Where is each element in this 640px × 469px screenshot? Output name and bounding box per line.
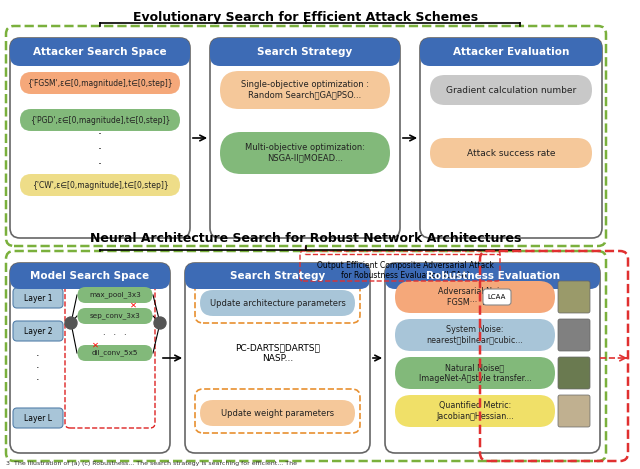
FancyBboxPatch shape bbox=[558, 357, 590, 389]
FancyBboxPatch shape bbox=[395, 319, 555, 351]
FancyBboxPatch shape bbox=[395, 281, 555, 313]
FancyBboxPatch shape bbox=[220, 71, 390, 109]
FancyBboxPatch shape bbox=[483, 289, 511, 305]
FancyBboxPatch shape bbox=[220, 132, 390, 174]
Text: Layer 1: Layer 1 bbox=[24, 294, 52, 303]
Text: Natural Noise：
ImageNet-A，style transfer...: Natural Noise： ImageNet-A，style transfer… bbox=[419, 363, 531, 383]
FancyBboxPatch shape bbox=[77, 345, 152, 361]
Text: Layer 2: Layer 2 bbox=[24, 326, 52, 335]
Text: Layer L: Layer L bbox=[24, 414, 52, 423]
FancyBboxPatch shape bbox=[395, 395, 555, 427]
FancyBboxPatch shape bbox=[430, 75, 592, 105]
Circle shape bbox=[154, 317, 166, 329]
Circle shape bbox=[65, 317, 77, 329]
FancyBboxPatch shape bbox=[13, 408, 63, 428]
FancyBboxPatch shape bbox=[385, 263, 600, 453]
FancyBboxPatch shape bbox=[420, 38, 602, 238]
Text: Multi-objective optimization:
NSGA-II，MOEAD...: Multi-objective optimization: NSGA-II，MO… bbox=[245, 144, 365, 163]
Text: dil_conv_5x5: dil_conv_5x5 bbox=[92, 349, 138, 356]
Text: ·
·
·: · · · bbox=[98, 129, 102, 172]
Text: {'PGD',ε∈[0,magnitude],t∈[0,step]}: {'PGD',ε∈[0,magnitude],t∈[0,step]} bbox=[30, 115, 170, 124]
FancyBboxPatch shape bbox=[558, 281, 590, 313]
Text: Search Strategy: Search Strategy bbox=[230, 271, 325, 281]
FancyBboxPatch shape bbox=[430, 138, 592, 168]
Text: ·
·
·: · · · bbox=[36, 351, 40, 385]
FancyBboxPatch shape bbox=[395, 357, 555, 389]
FancyBboxPatch shape bbox=[10, 38, 190, 66]
FancyBboxPatch shape bbox=[200, 290, 355, 316]
FancyBboxPatch shape bbox=[20, 174, 180, 196]
FancyBboxPatch shape bbox=[558, 395, 590, 427]
Text: ·   ·   ·: · · · bbox=[103, 331, 127, 340]
FancyBboxPatch shape bbox=[10, 38, 190, 238]
Text: Update weight parameters: Update weight parameters bbox=[221, 408, 334, 417]
Text: Single-objective optimization :
Random Search，GA，PSO...: Single-objective optimization : Random S… bbox=[241, 80, 369, 100]
Text: PC-DARTS，DARTS，
NASP...: PC-DARTS，DARTS， NASP... bbox=[235, 343, 320, 363]
Text: Model Search Space: Model Search Space bbox=[31, 271, 150, 281]
FancyBboxPatch shape bbox=[77, 308, 152, 324]
FancyBboxPatch shape bbox=[10, 263, 170, 289]
Text: Quantified Metric:
Jacobian，Hessian...: Quantified Metric: Jacobian，Hessian... bbox=[436, 401, 514, 421]
Text: Attacker Search Space: Attacker Search Space bbox=[33, 47, 167, 57]
FancyBboxPatch shape bbox=[10, 263, 170, 453]
Text: ✕: ✕ bbox=[129, 301, 136, 310]
Text: Robustness Evaluation: Robustness Evaluation bbox=[426, 271, 559, 281]
FancyBboxPatch shape bbox=[13, 288, 63, 308]
FancyBboxPatch shape bbox=[185, 263, 370, 289]
FancyBboxPatch shape bbox=[210, 38, 400, 66]
FancyBboxPatch shape bbox=[77, 287, 152, 303]
Text: Update architecture parameters: Update architecture parameters bbox=[209, 298, 346, 308]
FancyBboxPatch shape bbox=[13, 321, 63, 341]
Text: System Noise:
nearest，bilnear，cubic...: System Noise: nearest，bilnear，cubic... bbox=[427, 325, 524, 345]
Text: Attack success rate: Attack success rate bbox=[467, 149, 556, 158]
Text: Neural Architecture Search for Robust Network Architectures: Neural Architecture Search for Robust Ne… bbox=[90, 232, 522, 245]
Text: 3  The illustration of (a) (c) Robustness... The search strategy is searching fo: 3 The illustration of (a) (c) Robustness… bbox=[6, 461, 297, 466]
Text: ✕: ✕ bbox=[92, 340, 99, 349]
Text: Search Strategy: Search Strategy bbox=[257, 47, 353, 57]
FancyBboxPatch shape bbox=[420, 38, 602, 66]
Text: max_pool_3x3: max_pool_3x3 bbox=[89, 292, 141, 298]
Text: Evolutionary Search for Efficient Attack Schemes: Evolutionary Search for Efficient Attack… bbox=[133, 10, 479, 23]
FancyBboxPatch shape bbox=[185, 263, 370, 453]
Text: LCAA: LCAA bbox=[488, 294, 506, 300]
Text: Attacker Evaluation: Attacker Evaluation bbox=[453, 47, 569, 57]
FancyBboxPatch shape bbox=[20, 72, 180, 94]
Text: {'CW',ε∈[0,magnitude],t∈[0,step]}: {'CW',ε∈[0,magnitude],t∈[0,step]} bbox=[31, 181, 168, 189]
FancyBboxPatch shape bbox=[385, 263, 600, 289]
FancyBboxPatch shape bbox=[200, 400, 355, 426]
Text: Gradient calculation number: Gradient calculation number bbox=[446, 85, 576, 94]
FancyBboxPatch shape bbox=[558, 319, 590, 351]
Text: sep_conv_3x3: sep_conv_3x3 bbox=[90, 313, 140, 319]
Text: Output Efficient Composite Adversarial Attack
for Robustness Evaluation (LCAA): Output Efficient Composite Adversarial A… bbox=[317, 261, 493, 280]
Text: {'FGSM',ε∈[0,magnitude],t∈[0,step]}: {'FGSM',ε∈[0,magnitude],t∈[0,step]} bbox=[27, 78, 173, 88]
FancyBboxPatch shape bbox=[210, 38, 400, 238]
Text: Adversarial Noise:
FGSM···  LCAA: Adversarial Noise: FGSM··· LCAA bbox=[438, 287, 511, 307]
FancyBboxPatch shape bbox=[20, 109, 180, 131]
